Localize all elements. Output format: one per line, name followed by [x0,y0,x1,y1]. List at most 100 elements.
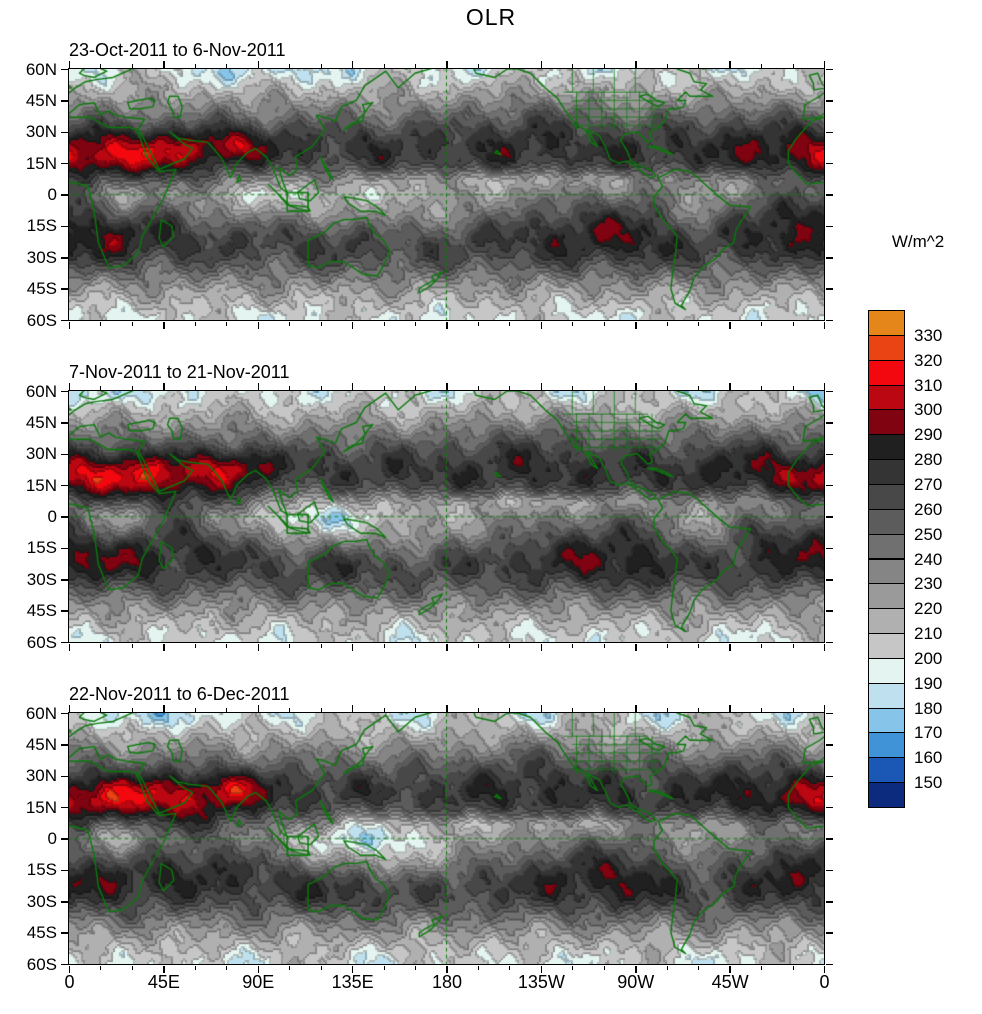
lon-tick-mark [540,322,543,329]
lat-tick-label: 60N [25,59,57,79]
lon-tick-mark [68,644,71,651]
lat-tick-mark [826,932,833,934]
lon-minor-tick [477,64,479,68]
colorbar-block [868,558,905,585]
colorbar-tick-label: 160 [914,748,943,768]
lat-tick-mark [61,257,68,259]
lon-minor-tick [761,708,763,712]
lon-tick-mark [163,61,165,68]
lon-tick-mark [163,966,165,973]
colorbar-tick-label: 280 [914,450,943,470]
lon-tick-mark [446,383,448,390]
lon-minor-tick [666,386,668,390]
colorbar-tick-label: 180 [914,698,943,718]
lat-tick-label: 45N [25,90,57,110]
lon-minor-tick [666,644,668,648]
lon-tick-mark [729,966,731,973]
lon-minor-tick [415,644,417,648]
lon-minor-tick [603,386,605,390]
colorbar-block [868,359,905,386]
lon-tick-mark [823,644,826,651]
lon-minor-tick [320,64,322,68]
colorbar-tick-label: 150 [914,773,943,793]
lon-minor-tick [792,644,794,648]
lat-tick-label: 15N [25,475,57,495]
lon-minor-tick [698,64,700,68]
lon-tick-label: 135W [517,972,565,992]
lat-tick-mark [826,516,833,518]
lon-minor-tick [761,644,763,648]
lon-tick-mark [163,644,165,651]
lon-minor-tick [100,644,102,648]
lon-tick-mark [351,966,354,973]
lon-minor-tick [383,64,385,68]
lat-tick-mark [61,744,68,746]
lon-tick-mark [68,61,71,68]
lon-minor-tick [289,322,291,326]
lon-tick-mark [635,705,637,712]
lat-tick-mark [826,712,833,715]
lon-minor-tick [320,644,322,648]
lat-tick-label: 60S [26,310,57,330]
lon-minor-tick [383,708,385,712]
lon-tick-mark [351,705,354,712]
colorbar-tick-label: 170 [914,723,943,743]
lat-tick-mark [826,484,833,487]
lon-tick-mark [635,966,637,973]
lon-tick-mark [163,322,165,329]
lon-minor-tick [698,386,700,390]
colorbar-block [868,434,905,461]
lat-tick-label: 60N [25,381,57,401]
lat-tick-mark [61,775,68,777]
lat-tick-label: 60N [25,703,57,723]
colorbar-tick-label: 290 [914,425,943,445]
lon-tick-mark [823,61,826,68]
lon-minor-tick [415,386,417,390]
lon-minor-tick [320,708,322,712]
lon-tick-label: 45W [711,972,749,992]
colorbar-tick-label: 250 [914,524,943,544]
lon-minor-tick [509,322,511,326]
lon-minor-tick [383,386,385,390]
colorbar-block [868,732,905,759]
lon-minor-tick [226,644,228,648]
lat-tick-mark [61,932,68,934]
lat-tick-mark [61,869,68,872]
lon-tick-mark [729,705,731,712]
lat-tick-label: 15S [26,538,57,558]
lon-minor-tick [477,708,479,712]
lon-tick-mark [68,383,71,390]
lon-minor-tick [509,386,511,390]
lat-tick-mark [61,422,68,424]
lat-tick-mark [826,963,833,966]
lon-minor-tick [603,708,605,712]
lon-tick-mark [635,61,637,68]
colorbar-tick-label: 300 [914,400,943,420]
colorbar-block [868,334,905,361]
lon-minor-tick [792,708,794,712]
lon-tick-mark [729,644,731,651]
lat-tick-mark [61,610,68,612]
lon-tick-label: 90E [242,972,275,992]
lat-tick-mark [826,641,833,644]
lon-minor-tick [415,64,417,68]
lon-minor-tick [415,966,417,970]
lat-tick-mark [61,641,68,644]
colorbar-block [868,757,905,784]
colorbar-block [868,483,905,510]
lon-tick-mark [351,644,354,651]
lon-minor-tick [131,322,133,326]
lat-tick-mark [826,288,833,290]
lon-tick-label: 45E [147,972,180,992]
lon-tick-mark [540,644,543,651]
lat-tick-mark [61,547,68,550]
lon-minor-tick [320,322,322,326]
lon-minor-tick [698,708,700,712]
lon-minor-tick [698,644,700,648]
colorbar-tick-label: 320 [914,350,943,370]
lon-minor-tick [761,966,763,970]
lon-tick-mark [351,383,354,390]
lon-minor-tick [383,644,385,648]
lon-minor-tick [572,644,574,648]
lat-tick-mark [826,194,833,196]
